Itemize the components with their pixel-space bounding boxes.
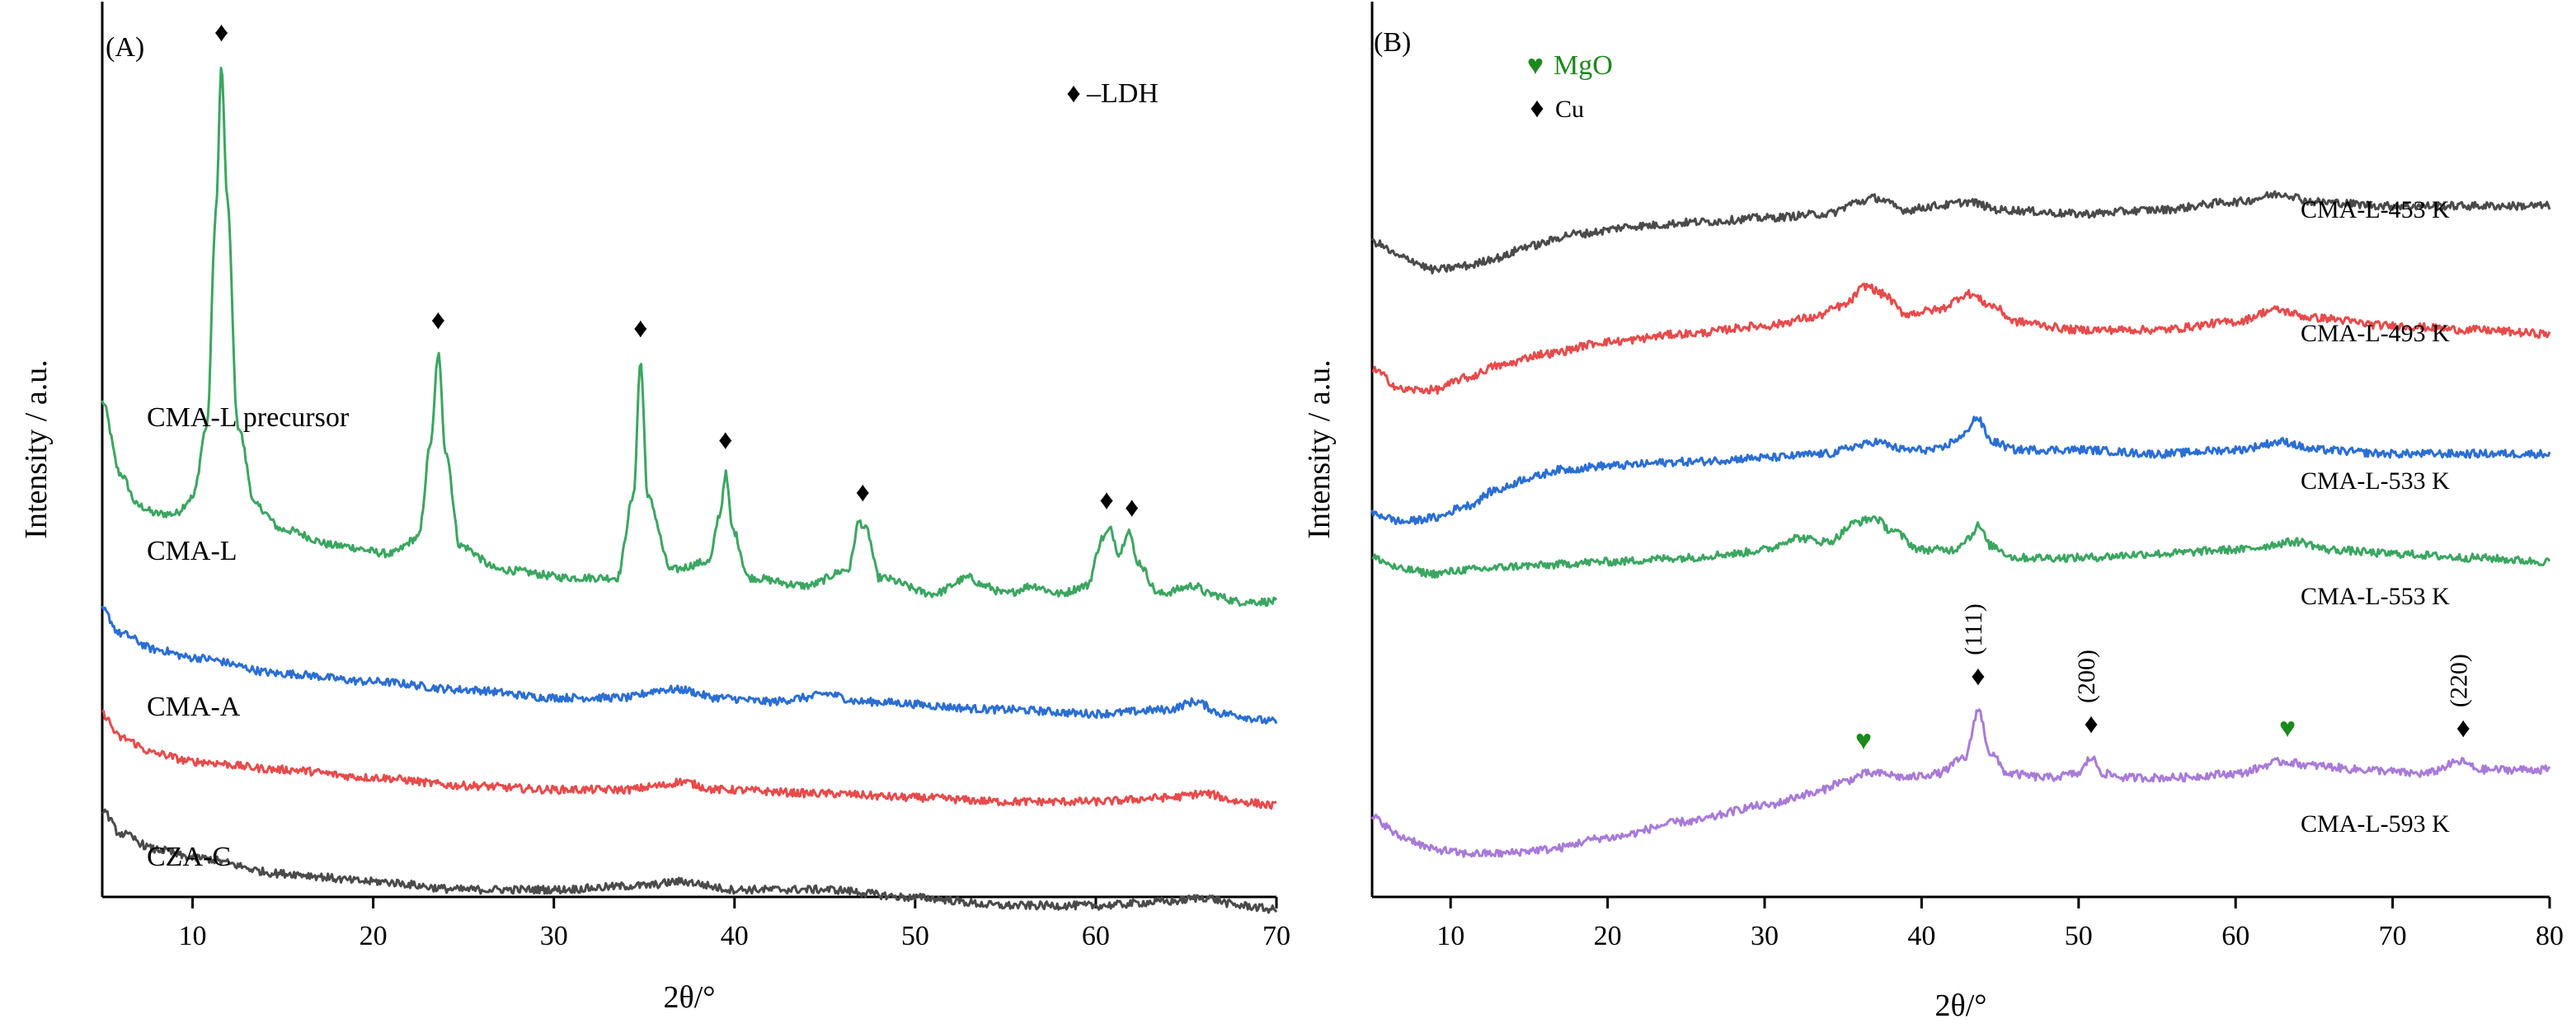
- trace-cma-l-533-k: [1370, 415, 2551, 526]
- panel-b-tick-label-30: 30: [1751, 921, 1779, 951]
- panel-b-tick-label-20: 20: [1594, 921, 1622, 951]
- panel-a-y-label: Intensity / a.u.: [19, 359, 54, 538]
- panel-a-tick-label-60: 60: [1082, 921, 1110, 951]
- legend-cu-text: Cu: [1555, 96, 1584, 123]
- series-label-553k: CMA-L-553 K: [2301, 583, 2450, 610]
- trace-cza-c: [101, 808, 1278, 914]
- panel-a-peak-marker-3: ♦: [718, 425, 732, 456]
- panel-b-tick-label-10: 10: [1436, 921, 1464, 951]
- trace-cma-l-553-k: [1371, 515, 2551, 580]
- trace-cma-l-593-k: [1370, 708, 2551, 858]
- legend-mgo-marker: ♥: [1527, 50, 1544, 81]
- panel-a-tick-label-70: 70: [1262, 921, 1290, 951]
- panel-b-peak-marker-2: ♦: [2084, 709, 2098, 739]
- legend-mgo-text: MgO: [1554, 50, 1613, 81]
- panel-a-legend-text: –LDH: [1086, 78, 1159, 109]
- panel-b-peak-marker-3: ♥: [2279, 713, 2296, 744]
- panel-a-tick-label-50: 50: [901, 921, 929, 951]
- panel-a-tick-label-40: 40: [721, 921, 749, 951]
- trace-cma-l-precursor: [101, 66, 1278, 608]
- panel-a-peak-marker-2: ♦: [633, 313, 647, 344]
- panel-a-peak-marker-1: ♦: [431, 305, 445, 336]
- panel-b-x-ticks: 10 20 30 40 50 60 70 80: [1436, 897, 2564, 951]
- panel-a-legend-marker: ♦: [1066, 78, 1080, 109]
- panel-a-traces: [101, 66, 1278, 914]
- series-label-cma-a: CMA-A: [147, 692, 241, 722]
- legend-cu-marker: ♦: [1530, 93, 1544, 124]
- panel-b-peak-marker-0: ♥: [1855, 725, 1872, 756]
- panel-b-traces: [1370, 190, 2551, 858]
- panel-b-x-label: 2θ/°: [1935, 988, 1987, 1023]
- series-label-493k: CMA-L-493 K: [2301, 320, 2450, 347]
- trace-cma-l-493-k: [1371, 282, 2551, 395]
- panel-a-label: (A): [106, 32, 144, 63]
- panel-a-tick-label-30: 30: [540, 921, 568, 951]
- panel-a-peak-marker-0: ♦: [214, 17, 228, 48]
- panel-b-tick-label-70: 70: [2379, 921, 2407, 951]
- panel-b-peak-marker-4: ♦: [2456, 713, 2470, 744]
- series-label-cma-l-precursor: CMA-L precursor: [147, 402, 350, 433]
- series-label-533k: CMA-L-533 K: [2301, 467, 2450, 495]
- panel-a-peak-marker-6: ♦: [1125, 492, 1139, 523]
- panel-b-y-label: Intensity / a.u.: [1302, 359, 1337, 538]
- panel-a-tick-label-10: 10: [179, 921, 207, 951]
- panel-b-label: (B): [1374, 27, 1411, 58]
- panel-a-tick-label-20: 20: [360, 921, 388, 951]
- panel-b-peak-label-111: (111): [1960, 603, 1987, 655]
- trace-cma-l-453-k: [1371, 190, 2551, 275]
- panel-a: 10 20 30 40 50 60 70 ♦ ♦ ♦ ♦ ♦ ♦ ♦ (A) 2θ/° Intensit…: [19, 2, 1290, 1015]
- panel-a-peak-marker-5: ♦: [1099, 485, 1113, 515]
- panel-a-peak-marker-4: ♦: [856, 477, 870, 508]
- trace-cma-l: [101, 605, 1278, 725]
- panel-b-peak-marker-1: ♦: [1971, 661, 1985, 692]
- series-label-cza-c: CZA-C: [147, 842, 231, 872]
- series-label-593k: CMA-L-593 K: [2301, 810, 2450, 838]
- panel-b-peak-label-200: (200): [2073, 650, 2100, 703]
- series-label-453k: CMA-L-453 K: [2301, 196, 2450, 223]
- panel-b-tick-label-60: 60: [2221, 921, 2249, 951]
- panel-b: 10 20 30 40 50 60 70 80 ♥ ♦ (111) ♦ (200) ♥ ♦ (220) (B…: [1302, 2, 2564, 1023]
- panel-b-peak-label-220: (220): [2445, 654, 2472, 707]
- panel-a-x-label: 2θ/°: [664, 980, 716, 1015]
- panel-b-tick-label-50: 50: [2065, 921, 2093, 951]
- trace-cma-a: [101, 709, 1277, 810]
- panel-b-tick-label-40: 40: [1907, 921, 1935, 951]
- panel-b-peak-markers: ♥ ♦ (111) ♦ (200) ♥ ♦ (220): [1855, 603, 2472, 756]
- panel-a-peak-markers: ♦ ♦ ♦ ♦ ♦ ♦ ♦: [214, 17, 1140, 523]
- panel-b-tick-label-80: 80: [2536, 921, 2564, 951]
- series-label-cma-l: CMA-L: [147, 536, 237, 566]
